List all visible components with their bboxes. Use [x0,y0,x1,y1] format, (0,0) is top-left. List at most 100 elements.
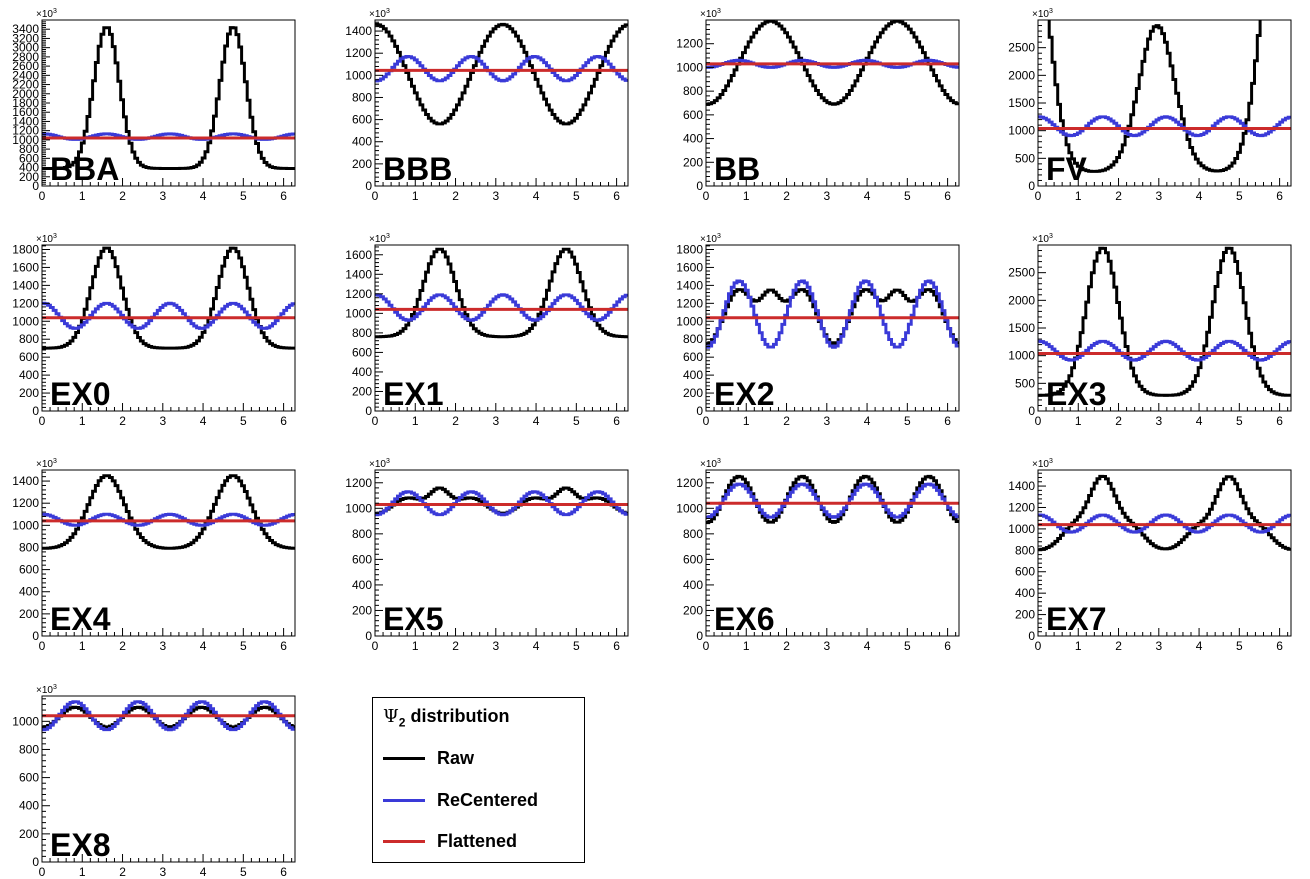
y-tick-label: 600 [19,151,39,165]
x-tick-label: 3 [823,414,830,428]
y-tick-label: 1400 [1008,479,1035,493]
x-tick-label: 3 [1155,189,1162,203]
y-tick-label: 1800 [12,96,39,110]
series-raw-ex6 [706,474,959,524]
x-tick-label: 3 [823,189,830,203]
series-recentered-ex2 [706,279,959,349]
y-tick-label: 0 [1028,629,1035,643]
x-tick-label: 0 [1035,639,1042,653]
x-tick-label: 3 [823,639,830,653]
plot-frame [705,469,960,637]
legend-swatch-raw [383,757,425,760]
y-tick-label: 1600 [12,260,39,274]
x-tick-label: 5 [240,189,247,203]
y-tick-label: 1400 [12,114,39,128]
y-tick-label: 600 [352,552,372,566]
y-tick-label: 1400 [345,24,372,38]
y-scale-label: ×103 [1032,233,1053,245]
y-tick-label: 0 [1028,179,1035,193]
y-tick-label: 500 [1015,376,1035,390]
legend-swatch-flattened [383,840,425,843]
y-tick-label: 600 [683,350,703,364]
y-tick-label: 0 [32,179,39,193]
series-recentered-ex3 [1038,339,1291,362]
series-recentered-ex0 [42,301,295,330]
series-raw-bbb [375,22,628,126]
x-tick-label: 6 [280,639,287,653]
panel-label-ex5: EX5 [383,601,443,637]
y-tick-label: 1000 [1008,124,1035,138]
y-tick-label: 400 [19,368,39,382]
panel-label-bba: BBA [50,151,119,187]
series-raw-bba [42,26,295,170]
y-tick-label: 200 [352,603,372,617]
x-tick-label: 1 [412,189,419,203]
x-tick-label: 3 [159,639,166,653]
panel-label-bb: BB [714,151,760,187]
x-tick-label: 2 [1115,414,1122,428]
x-tick-label: 4 [200,414,207,428]
y-tick-label: 600 [19,563,39,577]
panel-ex2: 0 1 2 3 4 5 6020040060080010001200140016001800… [676,233,960,428]
x-tick-label: 0 [39,865,46,879]
panel-label-ex0: EX0 [50,376,110,412]
y-tick-label: 800 [19,742,39,756]
x-tick-label: 2 [119,865,126,879]
x-tick-label: 1 [79,865,86,879]
y-tick-label: 0 [365,179,372,193]
x-tick-label: 2 [119,639,126,653]
y-tick-label: 400 [19,585,39,599]
series-raw-fv [1047,20,1262,173]
x-tick-label: 1 [1075,189,1082,203]
x-tick-label: 5 [1236,189,1243,203]
x-tick-label: 1 [412,414,419,428]
x-tick-label: 5 [1236,414,1243,428]
x-tick-label: 5 [240,414,247,428]
y-tick-label: 1400 [12,474,39,488]
y-tick-label: 600 [683,552,703,566]
x-tick-label: 0 [703,189,710,203]
x-tick-label: 2 [452,414,459,428]
y-scale-label: ×103 [36,233,57,245]
y-tick-label: 2600 [12,59,39,73]
series-recentered-ex4 [42,512,295,527]
y-tick-label: 0 [365,629,372,643]
legend-entry-recentered: ReCentered [383,790,583,812]
y-scale-label: ×103 [36,684,57,696]
y-tick-label: 1200 [12,124,39,138]
x-tick-label: 4 [533,189,540,203]
y-tick-label: 1200 [12,496,39,510]
y-tick-label: 1600 [345,248,372,262]
panel-bbb: 0 1 2 3 4 5 6 0 200 400 600 800 1000 1200 1400 ×103 BBB [345,8,629,203]
x-tick-label: 5 [573,639,580,653]
x-tick-label: 1 [743,414,750,428]
panel-ex5: 0 1 2 3 4 5 6 0 200 400 600 800 1000 1200 ×103 EX5 [345,458,629,653]
y-tick-label: 800 [19,142,39,156]
x-tick-label: 5 [904,189,911,203]
x-tick-label: 6 [944,414,951,428]
x-tick-label: 2 [1115,639,1122,653]
y-tick-label: 1000 [12,314,39,328]
legend-label-flattened: Flattened [437,831,518,851]
x-tick-label: 0 [39,189,46,203]
y-tick-label: 400 [352,578,372,592]
x-tick-label: 4 [864,639,871,653]
x-tick-label: 6 [613,189,620,203]
x-tick-label: 5 [240,865,247,879]
y-scale-label: ×103 [700,233,721,245]
x-tick-label: 0 [703,639,710,653]
y-tick-label: 1000 [12,518,39,532]
y-tick-label: 400 [683,132,703,146]
plot-frame [705,19,960,187]
panel-label-fv: FV [1046,151,1088,187]
x-tick-label: 6 [1276,414,1283,428]
panel-ex1: 0 1 2 3 4 5 6 0 200 400 600 800 1000 1200 1400 1600 ×103… [345,233,629,428]
series-recentered-ex1 [375,293,628,322]
y-scale-label: ×103 [369,458,390,470]
x-tick-label: 1 [1075,639,1082,653]
y-tick-label: 600 [19,771,39,785]
y-tick-label: 2800 [12,50,39,64]
x-tick-label: 1 [412,639,419,653]
plot-frame [374,469,629,637]
